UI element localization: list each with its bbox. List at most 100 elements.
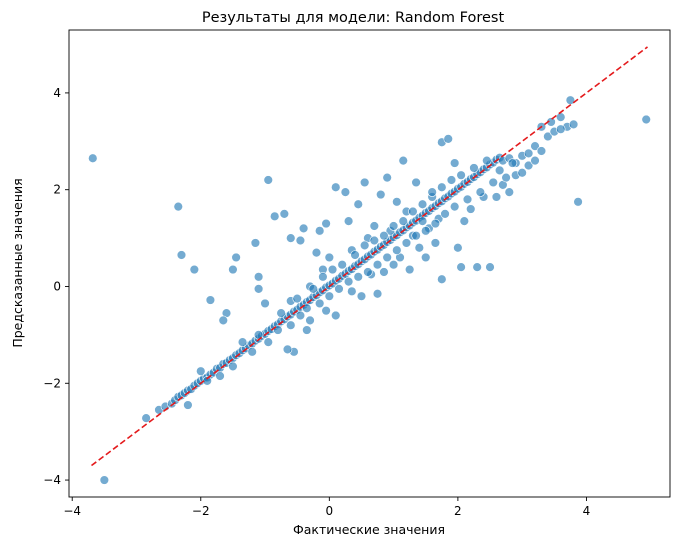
scatter-point (369, 235, 380, 246)
scatter-point (176, 250, 187, 260)
scatter-point (324, 252, 335, 263)
scatter-point (215, 371, 225, 381)
scatter-point (99, 475, 110, 485)
scatter-point (253, 284, 264, 294)
scatter-point (392, 197, 402, 207)
scatter-point (292, 293, 302, 304)
scatter-point (353, 199, 363, 209)
scatter-point (282, 344, 293, 355)
scatter-point (324, 291, 335, 301)
scatter-point (321, 218, 331, 229)
scatter-point (401, 238, 412, 248)
scatter-point (321, 305, 331, 316)
scatter-point (382, 172, 392, 183)
scatter-point (392, 245, 402, 255)
y-axis-ticks: −4 −2 0 2 4 (43, 86, 69, 487)
scatter-point (382, 252, 392, 263)
scatter-point (347, 286, 357, 297)
scatter-point (260, 298, 270, 309)
scatter-point (472, 262, 482, 272)
scatter-point (372, 289, 383, 299)
scatter-point (466, 204, 476, 214)
scatter-point (414, 243, 425, 253)
x-axis-ticks: −4 −2 0 2 4 (63, 497, 590, 518)
scatter-point (379, 230, 389, 241)
scatter-point (247, 347, 257, 357)
y-tick-label: 0 (53, 279, 61, 293)
scatter-point (488, 177, 498, 188)
scatter-point (485, 262, 495, 272)
scatter-point (404, 264, 415, 275)
scatter-point (327, 264, 338, 275)
scatter-point (331, 182, 341, 192)
scatter-point (556, 124, 566, 134)
scatter-point (456, 170, 466, 180)
x-tick-label: 2 (454, 504, 462, 518)
scatter-point (253, 272, 264, 282)
scatter-point (459, 216, 470, 226)
x-tick-label: 4 (583, 504, 591, 518)
plot-frame (68, 29, 671, 498)
scatter-point (536, 146, 547, 156)
scatter-point (453, 243, 463, 253)
scatter-point (440, 209, 450, 219)
y-axis-label: Предсказанные значения (10, 178, 25, 347)
scatter-point (430, 218, 441, 229)
scatter-point (430, 238, 441, 248)
scatter-point (411, 230, 421, 241)
reference-line-layer (91, 46, 648, 467)
y-tick-label: 4 (53, 86, 61, 100)
scatter-point (263, 175, 273, 185)
scatter-point (298, 223, 309, 234)
scatter-point (376, 189, 386, 200)
scatter-point (359, 177, 370, 188)
scatter-point (421, 252, 431, 263)
scatter-point (411, 177, 421, 188)
scatter-point (507, 158, 518, 168)
scatter-point (205, 295, 216, 305)
scatter-point (408, 206, 418, 217)
scatter-point (446, 175, 457, 185)
scatter-point (295, 235, 306, 246)
scatter-point (276, 308, 286, 318)
y-tick-label: −2 (43, 376, 61, 390)
reference-line (91, 46, 648, 467)
scatter-point (456, 262, 466, 272)
scatter-point (231, 252, 241, 263)
scatter-point (334, 284, 344, 294)
chart-title: Результаты для модели: Random Forest (202, 10, 505, 26)
scatter-point (305, 315, 315, 326)
scatter-point (427, 187, 437, 197)
scatter-point (369, 221, 380, 231)
scatter-point (183, 400, 193, 410)
y-tick-label: −4 (43, 473, 61, 487)
scatter-point (286, 320, 296, 330)
scatter-point (530, 155, 540, 166)
scatter-point (388, 221, 399, 231)
scatter-point (379, 267, 389, 277)
scatter-point (314, 298, 325, 309)
scatter-point (494, 165, 505, 176)
scatter-point (173, 201, 183, 212)
scatter-point (388, 260, 399, 270)
scatter-point (504, 187, 514, 197)
scatter-point (141, 413, 151, 423)
scatter-point (228, 361, 238, 372)
scatter-point (573, 197, 583, 207)
scatter-point (340, 187, 351, 197)
scatter-point (437, 274, 447, 284)
scatter-point (491, 192, 502, 202)
scatter-point (279, 209, 290, 219)
scatter-point (311, 247, 322, 258)
scatter-point (469, 163, 479, 173)
scatter-point (269, 211, 280, 222)
scatter-point (449, 158, 460, 168)
scatter-point (363, 267, 373, 277)
scatter-point (295, 310, 306, 321)
scatter-point (189, 264, 200, 275)
scatter-point (556, 112, 566, 122)
x-tick-label: 0 (326, 504, 334, 518)
points-layer (88, 95, 651, 485)
